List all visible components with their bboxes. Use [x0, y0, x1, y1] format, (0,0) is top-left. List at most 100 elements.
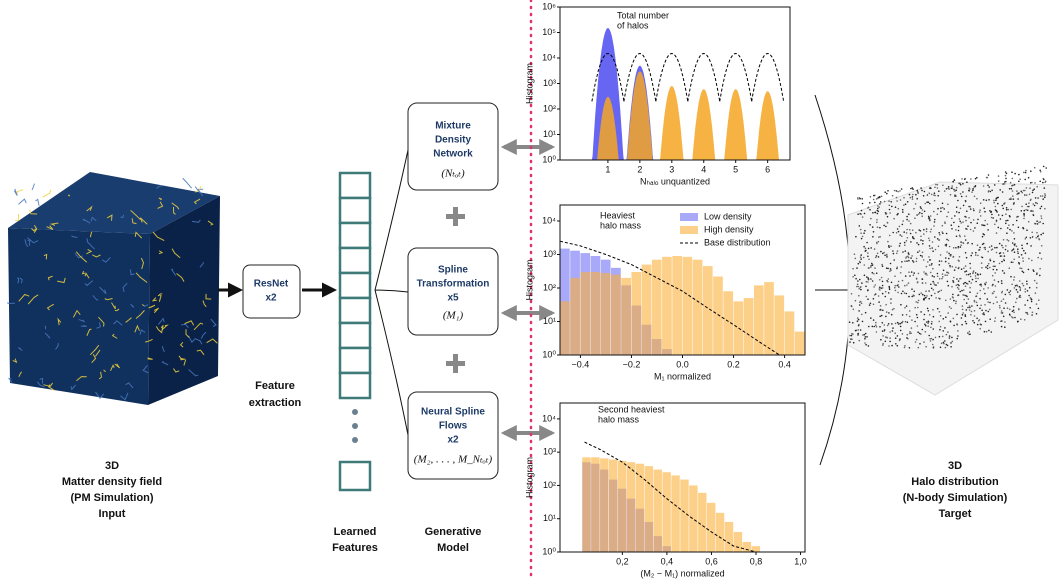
halo-point — [989, 318, 991, 320]
bar — [582, 457, 590, 552]
halo-point — [984, 331, 986, 333]
halo-point — [955, 229, 957, 231]
halo-point — [942, 225, 944, 227]
halo-point — [1032, 236, 1034, 238]
halo-point — [942, 207, 944, 209]
halo-point — [860, 213, 862, 215]
halo-point — [976, 198, 978, 200]
halo-point — [864, 334, 866, 336]
y-tick-label: 10⁴ — [542, 215, 556, 225]
halo-point — [974, 315, 976, 317]
halo-point — [958, 230, 960, 232]
halo-point — [1012, 178, 1014, 180]
x-tick-label: 0,4 — [661, 556, 674, 566]
halo-point — [876, 255, 878, 257]
halo-point — [934, 192, 936, 194]
halo-point — [929, 264, 931, 266]
halo-point — [930, 229, 932, 231]
halo-point — [865, 344, 867, 346]
halo-point — [1026, 229, 1028, 231]
halo-point — [882, 293, 884, 295]
halo-point — [918, 300, 920, 302]
halo-point — [896, 232, 898, 234]
halo-point — [888, 200, 890, 202]
halo-point — [925, 290, 927, 292]
halo-point — [860, 229, 862, 231]
halo-point — [896, 253, 898, 255]
halo-point — [960, 208, 962, 210]
halo-point — [977, 222, 979, 224]
halo-point — [972, 189, 974, 191]
halo-point — [854, 253, 856, 255]
halo-point — [898, 231, 900, 233]
halo-point — [928, 256, 930, 258]
halo-point — [933, 346, 935, 348]
halo-point — [1015, 302, 1017, 304]
halo-point — [1027, 313, 1029, 315]
halo-point — [906, 293, 908, 295]
halo-point — [862, 236, 864, 238]
halo-point — [970, 222, 972, 224]
annotation: halo mass — [600, 220, 642, 230]
halo-point — [952, 296, 954, 298]
halo-point — [977, 293, 979, 295]
halo-point — [1031, 298, 1033, 300]
halo-point — [928, 216, 930, 218]
halo-point — [1044, 182, 1046, 184]
halo-point — [897, 345, 899, 347]
halo-point — [983, 225, 985, 227]
halo-point — [964, 314, 966, 316]
halo-point — [882, 265, 884, 267]
halo-point — [1009, 188, 1011, 190]
halo-point — [880, 251, 882, 253]
halo-point — [873, 273, 875, 275]
halo-point — [914, 217, 916, 219]
halo-point — [973, 186, 975, 188]
halo-point — [908, 220, 910, 222]
halo-point — [876, 331, 878, 333]
halo-point — [873, 199, 875, 201]
halo-point — [904, 292, 906, 294]
halo-point — [987, 287, 989, 289]
halo-point — [1011, 188, 1013, 190]
halo-point — [975, 252, 977, 254]
halo-point — [1036, 232, 1038, 234]
halo-point — [935, 297, 937, 299]
halo-point — [926, 231, 928, 233]
halo-point — [858, 324, 860, 326]
halo-point — [1006, 239, 1008, 241]
halo-point — [919, 343, 921, 345]
halo-point — [1024, 194, 1026, 196]
filament — [32, 184, 34, 190]
halo-point — [895, 206, 897, 208]
halo-point — [1011, 171, 1013, 173]
halo-point — [915, 194, 917, 196]
y-tick-label: 10³ — [543, 447, 556, 457]
halo-point — [1021, 254, 1023, 256]
halo-point — [860, 254, 862, 256]
halo-point — [935, 337, 937, 339]
halo-point — [880, 201, 882, 203]
halo-point — [859, 225, 861, 227]
feature-cell — [340, 373, 370, 398]
module-name: Neural Spline — [421, 407, 485, 418]
halo-point — [942, 203, 944, 205]
halo-point — [1039, 275, 1041, 277]
halo-point — [970, 267, 972, 269]
halo-point — [999, 243, 1001, 245]
halo-point — [851, 293, 853, 295]
halo-point — [879, 197, 881, 199]
halo-point — [1034, 280, 1036, 282]
halo-point — [1013, 310, 1015, 312]
halo-point — [933, 276, 935, 278]
halo-point — [959, 291, 961, 293]
halo-point — [899, 190, 901, 192]
bar — [716, 513, 724, 552]
halo-point — [882, 287, 884, 289]
halo-point — [1009, 267, 1011, 269]
halo-point — [973, 208, 975, 210]
halo-point — [918, 347, 920, 349]
halo-point — [962, 314, 964, 316]
halo-point — [949, 337, 951, 339]
halo-point — [966, 270, 968, 272]
